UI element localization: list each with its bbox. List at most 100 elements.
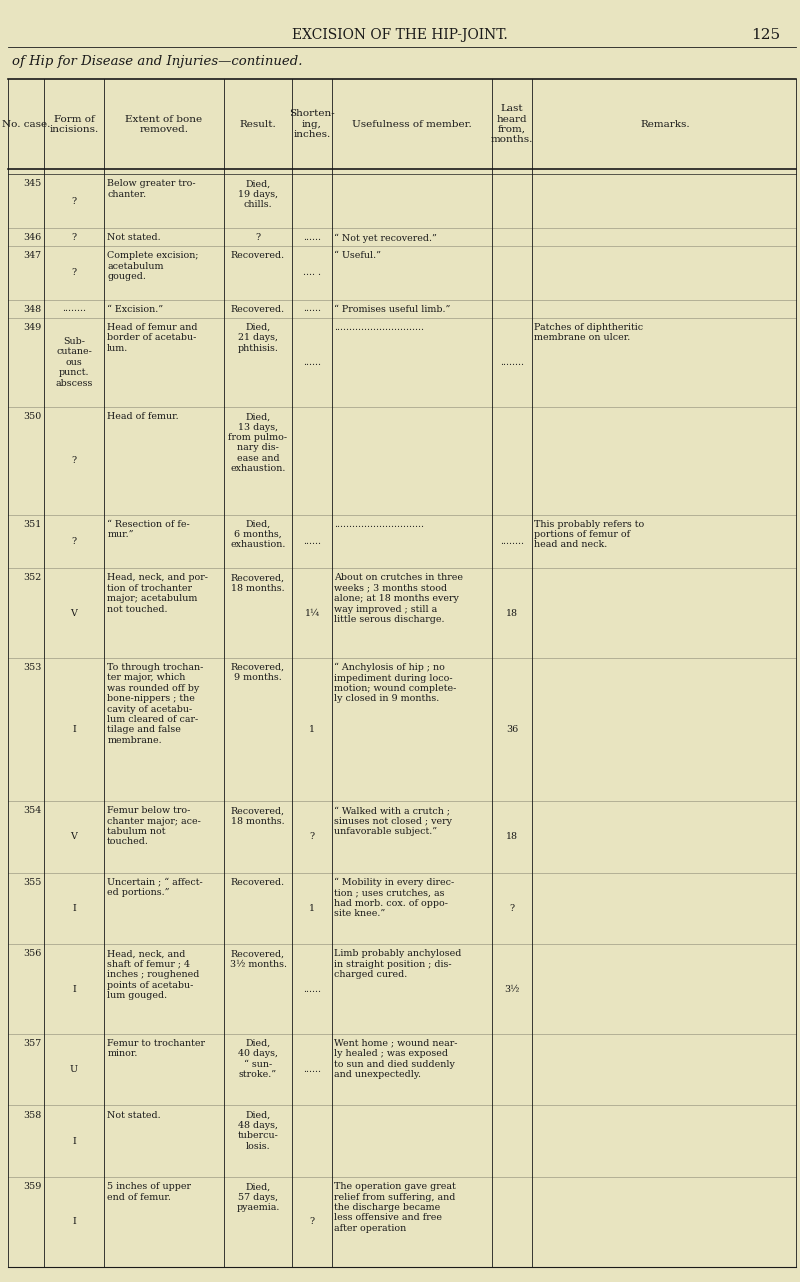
- Text: 352: 352: [23, 573, 42, 582]
- Text: 358: 358: [23, 1110, 42, 1119]
- Text: Head of femur.: Head of femur.: [107, 413, 179, 422]
- Text: Remarks.: Remarks.: [640, 119, 690, 129]
- Text: 357: 357: [23, 1038, 42, 1047]
- Text: ......: ......: [303, 985, 321, 994]
- Text: Shorten-
ing,
inches.: Shorten- ing, inches.: [289, 109, 335, 140]
- Text: I: I: [72, 985, 76, 994]
- Text: “ Mobility in every direc-
tion ; uses crutches, as
had morb. cox. of oppo-
site: “ Mobility in every direc- tion ; uses c…: [334, 878, 454, 918]
- Text: ?: ?: [71, 268, 77, 277]
- Text: 356: 356: [23, 950, 42, 959]
- Text: 354: 354: [23, 806, 42, 815]
- Text: 5 inches of upper
end of femur.: 5 inches of upper end of femur.: [107, 1182, 191, 1201]
- Text: 353: 353: [23, 663, 42, 672]
- Text: ......: ......: [303, 304, 321, 313]
- Text: Died,
6 months,
exhaustion.: Died, 6 months, exhaustion.: [230, 519, 286, 550]
- Text: Femur below tro-
chanter major; ace-
tabulum not
touched.: Femur below tro- chanter major; ace- tab…: [107, 806, 201, 846]
- Text: ?: ?: [510, 904, 514, 913]
- Text: 36: 36: [506, 724, 518, 733]
- Text: Recovered.: Recovered.: [231, 305, 285, 314]
- Text: Went home ; wound near-
ly healed ; was exposed
to sun and died suddenly
and une: Went home ; wound near- ly healed ; was …: [334, 1038, 458, 1079]
- Text: “ Resection of fe-
mur.”: “ Resection of fe- mur.”: [107, 519, 190, 540]
- Text: ......: ......: [303, 1065, 321, 1074]
- Text: 18: 18: [506, 609, 518, 618]
- Text: 125: 125: [751, 28, 780, 42]
- Text: ?: ?: [71, 537, 77, 546]
- Text: Head of femur and
border of acetabu-
lum.: Head of femur and border of acetabu- lum…: [107, 323, 198, 353]
- Text: 3½: 3½: [504, 985, 520, 994]
- Text: Recovered,
18 months.: Recovered, 18 months.: [231, 806, 285, 826]
- Text: The operation gave great
relief from suffering, and
the discharge became
less of: The operation gave great relief from suf…: [334, 1182, 456, 1233]
- Text: Uncertain ; “ affect-
ed portions.”: Uncertain ; “ affect- ed portions.”: [107, 878, 203, 897]
- Text: Recovered,
18 months.: Recovered, 18 months.: [231, 573, 285, 592]
- Text: ?: ?: [71, 232, 77, 241]
- Text: ........: ........: [62, 304, 86, 313]
- Text: ......: ......: [303, 358, 321, 367]
- Text: 346: 346: [23, 233, 42, 242]
- Text: 348: 348: [23, 305, 42, 314]
- Text: Result.: Result.: [240, 119, 276, 129]
- Text: 355: 355: [23, 878, 42, 887]
- Text: 359: 359: [23, 1182, 42, 1191]
- Text: Sub-
cutane-
ous
punct.
abscess: Sub- cutane- ous punct. abscess: [55, 337, 93, 387]
- Text: ?: ?: [255, 233, 261, 242]
- Text: Died,
19 days,
chills.: Died, 19 days, chills.: [238, 179, 278, 209]
- Text: .... .: .... .: [303, 268, 321, 277]
- Text: 1: 1: [309, 904, 315, 913]
- Text: ?: ?: [71, 456, 77, 465]
- Text: “ Excision.”: “ Excision.”: [107, 305, 163, 314]
- Text: ?: ?: [310, 1218, 314, 1227]
- Text: Not stated.: Not stated.: [107, 1110, 161, 1119]
- Text: Died,
57 days,
pyaemia.: Died, 57 days, pyaemia.: [236, 1182, 280, 1211]
- Text: ?: ?: [71, 196, 77, 205]
- Text: To through trochan-
ter major, which
was rounded off by
bone-nippers ; the
cavit: To through trochan- ter major, which was…: [107, 663, 203, 745]
- Text: I: I: [72, 904, 76, 913]
- Text: Limb probably anchylosed
in straight position ; dis-
charged cured.: Limb probably anchylosed in straight pos…: [334, 950, 462, 979]
- Text: Died,
48 days,
tubercu-
losis.: Died, 48 days, tubercu- losis.: [238, 1110, 278, 1151]
- Text: “ Not yet recovered.”: “ Not yet recovered.”: [334, 233, 438, 242]
- Text: 349: 349: [23, 323, 42, 332]
- Text: Head, neck, and por-
tion of trochanter
major; acetabulum
not touched.: Head, neck, and por- tion of trochanter …: [107, 573, 208, 614]
- Text: Below greater tro-
chanter.: Below greater tro- chanter.: [107, 179, 196, 199]
- Text: “ Useful.”: “ Useful.”: [334, 251, 382, 260]
- Text: ........: ........: [500, 358, 524, 367]
- Text: ......: ......: [303, 537, 321, 546]
- Text: ......: ......: [303, 232, 321, 241]
- Text: Extent of bone
removed.: Extent of bone removed.: [126, 114, 202, 135]
- Text: 351: 351: [23, 519, 42, 528]
- Text: I: I: [72, 1218, 76, 1227]
- Text: About on crutches in three
weeks ; 3 months stood
alone; at 18 months every
way : About on crutches in three weeks ; 3 mon…: [334, 573, 463, 624]
- Text: U: U: [70, 1065, 78, 1074]
- Text: Recovered.: Recovered.: [231, 878, 285, 887]
- Text: Form of
incisions.: Form of incisions.: [50, 114, 98, 135]
- Text: ........: ........: [500, 537, 524, 546]
- Text: Died,
40 days,
“ sun-
stroke.”: Died, 40 days, “ sun- stroke.”: [238, 1038, 278, 1079]
- Text: 1: 1: [309, 724, 315, 733]
- Text: 345: 345: [23, 179, 42, 188]
- Text: Complete excision;
acetabulum
gouged.: Complete excision; acetabulum gouged.: [107, 251, 198, 281]
- Text: “ Walked with a crutch ;
sinuses not closed ; very
unfavorable subject.”: “ Walked with a crutch ; sinuses not clo…: [334, 806, 453, 836]
- Text: Died,
21 days,
phthisis.: Died, 21 days, phthisis.: [238, 323, 278, 353]
- Text: Last
heard
from,
months.: Last heard from, months.: [491, 104, 533, 145]
- Text: 18: 18: [506, 832, 518, 841]
- Text: “ Promises useful limb.”: “ Promises useful limb.”: [334, 305, 450, 314]
- Text: ?: ?: [310, 832, 314, 841]
- Text: V: V: [70, 832, 78, 841]
- Text: Patches of diphtheritic
membrane on ulcer.: Patches of diphtheritic membrane on ulce…: [534, 323, 643, 342]
- Text: Femur to trochanter
minor.: Femur to trochanter minor.: [107, 1038, 205, 1059]
- Text: Head, neck, and
shaft of femur ; 4
inches ; roughened
points of acetabu-
lum gou: Head, neck, and shaft of femur ; 4 inche…: [107, 950, 199, 1000]
- Text: Usefulness of member.: Usefulness of member.: [352, 119, 472, 129]
- Text: Recovered.: Recovered.: [231, 251, 285, 260]
- Text: Not stated.: Not stated.: [107, 233, 161, 242]
- Text: No. case.: No. case.: [2, 119, 50, 129]
- Text: 347: 347: [23, 251, 42, 260]
- Text: I: I: [72, 1137, 76, 1146]
- Text: of Hip for Disease and Injuries—continued.: of Hip for Disease and Injuries—continue…: [12, 55, 302, 68]
- Text: This probably refers to
portions of femur of
head and neck.: This probably refers to portions of femu…: [534, 519, 645, 550]
- Text: “ Anchylosis of hip ; no
impediment during loco-
motion; wound complete-
ly clos: “ Anchylosis of hip ; no impediment duri…: [334, 663, 457, 704]
- Text: 350: 350: [23, 413, 42, 422]
- Text: Recovered,
3½ months.: Recovered, 3½ months.: [230, 950, 286, 969]
- Text: Died,
13 days,
from pulmo-
nary dis-
ease and
exhaustion.: Died, 13 days, from pulmo- nary dis- eas…: [229, 413, 287, 473]
- Text: Recovered,
9 months.: Recovered, 9 months.: [231, 663, 285, 682]
- Text: I: I: [72, 724, 76, 733]
- Text: EXCISION OF THE HIP-JOINT.: EXCISION OF THE HIP-JOINT.: [292, 28, 508, 42]
